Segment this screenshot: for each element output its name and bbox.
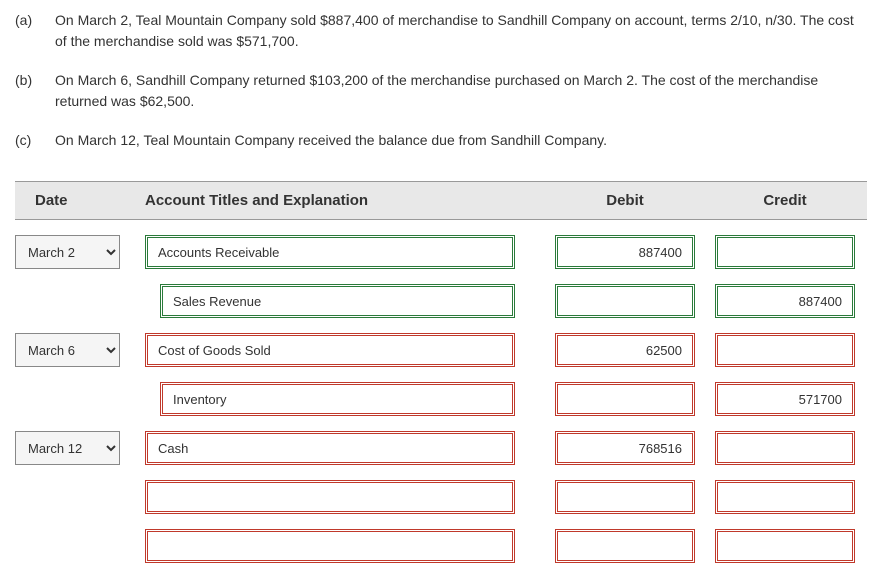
credit-input[interactable] <box>715 431 855 465</box>
credit-cell <box>705 480 865 514</box>
date-cell: March 6 <box>15 333 135 367</box>
account-cell <box>135 529 545 563</box>
problem-text-a: On March 2, Teal Mountain Company sold $… <box>55 10 867 52</box>
credit-cell <box>705 431 865 465</box>
debit-cell <box>545 529 705 563</box>
date-select[interactable]: March 12 <box>15 431 120 465</box>
table-header-row: Date Account Titles and Explanation Debi… <box>15 181 867 220</box>
credit-cell <box>705 529 865 563</box>
problem-label-c: (c) <box>15 130 55 151</box>
debit-input[interactable] <box>555 529 695 563</box>
date-cell: March 12 <box>15 431 135 465</box>
entry-row: March 12 <box>15 431 867 465</box>
debit-cell <box>545 431 705 465</box>
header-date: Date <box>15 192 135 209</box>
account-input[interactable] <box>160 284 515 318</box>
account-cell <box>135 382 545 416</box>
credit-input[interactable] <box>715 333 855 367</box>
problem-item: (b) On March 6, Sandhill Company returne… <box>15 70 867 112</box>
problem-list: (a) On March 2, Teal Mountain Company so… <box>15 10 867 151</box>
header-account: Account Titles and Explanation <box>135 192 545 209</box>
account-input[interactable] <box>145 235 515 269</box>
date-cell: March 2 <box>15 235 135 269</box>
entry-row <box>15 284 867 318</box>
date-select[interactable]: March 2 <box>15 235 120 269</box>
credit-cell <box>705 284 865 318</box>
debit-input[interactable] <box>555 235 695 269</box>
account-input[interactable] <box>160 382 515 416</box>
account-cell <box>135 333 545 367</box>
account-cell <box>135 235 545 269</box>
debit-cell <box>545 284 705 318</box>
problem-item: (a) On March 2, Teal Mountain Company so… <box>15 10 867 52</box>
account-input[interactable] <box>145 529 515 563</box>
account-cell <box>135 284 545 318</box>
account-input[interactable] <box>145 333 515 367</box>
entry-row: March 6 <box>15 333 867 367</box>
problem-text-b: On March 6, Sandhill Company returned $1… <box>55 70 867 112</box>
account-cell <box>135 431 545 465</box>
credit-input[interactable] <box>715 480 855 514</box>
problem-text-c: On March 12, Teal Mountain Company recei… <box>55 130 867 151</box>
problem-label-b: (b) <box>15 70 55 112</box>
entries-container: March 2 March 6 March 12 <box>15 235 867 563</box>
header-debit: Debit <box>545 192 705 209</box>
account-cell <box>135 480 545 514</box>
credit-input[interactable] <box>715 284 855 318</box>
credit-cell <box>705 235 865 269</box>
account-input[interactable] <box>145 480 515 514</box>
debit-input[interactable] <box>555 431 695 465</box>
debit-cell <box>545 333 705 367</box>
entry-row <box>15 529 867 563</box>
header-credit: Credit <box>705 192 865 209</box>
entry-row: March 2 <box>15 235 867 269</box>
problem-label-a: (a) <box>15 10 55 52</box>
credit-cell <box>705 333 865 367</box>
debit-cell <box>545 382 705 416</box>
credit-input[interactable] <box>715 235 855 269</box>
debit-cell <box>545 235 705 269</box>
credit-cell <box>705 382 865 416</box>
problem-item: (c) On March 12, Teal Mountain Company r… <box>15 130 867 151</box>
debit-input[interactable] <box>555 333 695 367</box>
entry-row <box>15 480 867 514</box>
credit-input[interactable] <box>715 529 855 563</box>
debit-input[interactable] <box>555 480 695 514</box>
date-select[interactable]: March 6 <box>15 333 120 367</box>
entry-row <box>15 382 867 416</box>
debit-input[interactable] <box>555 382 695 416</box>
credit-input[interactable] <box>715 382 855 416</box>
debit-cell <box>545 480 705 514</box>
account-input[interactable] <box>145 431 515 465</box>
debit-input[interactable] <box>555 284 695 318</box>
